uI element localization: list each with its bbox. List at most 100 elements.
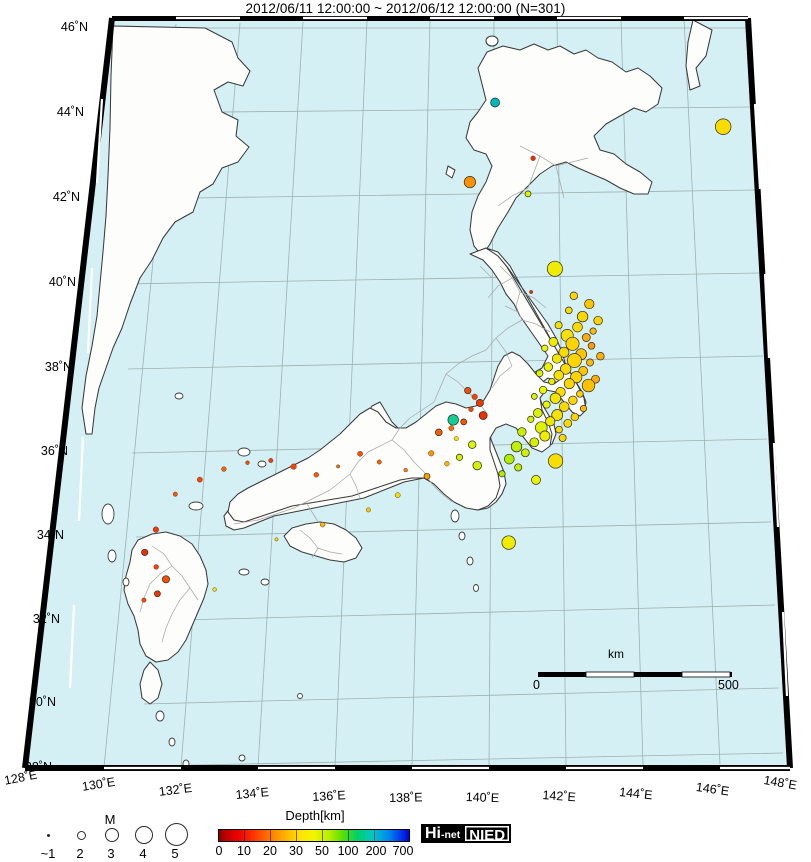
epicenter-marker[interactable] (548, 337, 559, 347)
epicenter-marker[interactable] (578, 366, 589, 376)
epicenter-marker[interactable] (212, 587, 217, 592)
epicenter-marker[interactable] (520, 448, 530, 458)
epicenter-marker[interactable] (529, 437, 540, 448)
epicenter-marker[interactable] (365, 507, 371, 513)
epicenter-marker[interactable] (447, 414, 459, 426)
epicenter-marker[interactable] (554, 321, 563, 330)
epicenter-marker[interactable] (524, 190, 532, 198)
epicenter-marker[interactable] (290, 463, 297, 470)
epicenter-marker[interactable] (569, 291, 578, 300)
epicenter-marker[interactable] (498, 470, 506, 478)
epicenter-marker[interactable] (548, 453, 564, 469)
epicenter-marker[interactable] (464, 387, 472, 395)
epicenter-marker[interactable] (394, 492, 401, 499)
epicenter-marker[interactable] (357, 450, 363, 457)
epicenter-marker[interactable] (542, 400, 551, 409)
epicenter-marker[interactable] (576, 390, 584, 398)
epicenter-marker[interactable] (162, 575, 170, 584)
epicenter-marker[interactable] (471, 393, 478, 400)
epicenter-marker[interactable] (172, 491, 178, 497)
epicenter-marker[interactable] (141, 548, 149, 556)
epicenter-marker[interactable] (589, 327, 597, 335)
epicenter-marker[interactable] (517, 427, 527, 437)
epicenter-marker[interactable] (581, 378, 596, 393)
epicenter-marker[interactable] (529, 290, 533, 294)
epicenter-marker[interactable] (551, 409, 564, 421)
epicenter-marker[interactable] (535, 369, 544, 378)
epicenter-marker[interactable] (152, 526, 159, 533)
epicenter-marker[interactable] (572, 321, 583, 333)
epicenter-marker[interactable] (548, 378, 556, 386)
epicenter-marker[interactable] (221, 466, 227, 472)
epicenter-marker[interactable] (565, 306, 573, 315)
epicenter-marker[interactable] (468, 440, 477, 449)
epicenter-marker[interactable] (478, 411, 488, 420)
epicenter-marker[interactable] (581, 333, 591, 342)
epicenter-marker[interactable] (543, 362, 553, 372)
epicenter-marker[interactable] (558, 433, 567, 442)
epicenter-marker[interactable] (514, 463, 523, 472)
depth-colorbar[interactable] (218, 829, 410, 842)
epicenter-marker[interactable] (584, 298, 595, 310)
epicenter-marker[interactable] (336, 464, 340, 469)
epicenter-marker[interactable] (468, 406, 474, 412)
epicenter-marker[interactable] (539, 430, 551, 442)
epicenter-marker[interactable] (560, 363, 572, 375)
epicenter-marker[interactable] (313, 472, 319, 478)
epicenter-marker[interactable] (565, 336, 580, 351)
epicenter-marker[interactable] (532, 408, 543, 418)
seismicity-map[interactable] (0, 16, 811, 786)
epicenter-marker[interactable] (463, 176, 476, 189)
epicenter-marker[interactable] (141, 597, 147, 603)
epicenter-marker[interactable] (579, 404, 588, 413)
map-canvas[interactable]: 46˚N 44˚N 42˚N 40˚N 38˚N 36˚N 34˚N 32˚N … (0, 16, 811, 805)
epicenter-marker[interactable] (568, 395, 578, 405)
epicenter-marker[interactable] (435, 428, 443, 437)
epicenter-marker[interactable] (460, 418, 468, 426)
epicenter-marker[interactable] (444, 461, 450, 467)
epicenter-marker[interactable] (154, 590, 161, 598)
epicenter-marker[interactable] (530, 393, 538, 400)
epicenter-marker[interactable] (546, 260, 563, 277)
epicenter-marker[interactable] (570, 412, 579, 422)
epicenter-marker[interactable] (455, 453, 464, 461)
epicenter-marker[interactable] (541, 344, 549, 352)
epicenter-marker[interactable] (576, 310, 589, 323)
epicenter-marker[interactable] (453, 436, 459, 441)
epicenter-marker[interactable] (558, 401, 570, 412)
epicenter-marker[interactable] (153, 564, 159, 570)
epicenter-marker[interactable] (593, 315, 603, 326)
epicenter-marker[interactable] (555, 425, 563, 434)
epicenter-marker[interactable] (527, 415, 535, 423)
epicenter-marker[interactable] (553, 370, 565, 381)
epicenter-marker[interactable] (715, 118, 732, 135)
epicenter-marker[interactable] (245, 460, 250, 465)
epicenter-marker[interactable] (403, 468, 408, 473)
epicenter-marker[interactable] (268, 458, 274, 463)
epicenter-marker[interactable] (587, 342, 596, 350)
epicenter-marker[interactable] (196, 476, 203, 483)
epicenter-marker[interactable] (563, 378, 575, 390)
epicenter-marker[interactable] (545, 416, 556, 427)
epicenter-marker[interactable] (530, 155, 536, 161)
epicenter-marker[interactable] (501, 535, 516, 550)
epicenter-marker[interactable] (549, 392, 562, 404)
epicenter-marker[interactable] (538, 385, 548, 395)
epicenter-marker[interactable] (448, 425, 455, 432)
epicenter-marker[interactable] (376, 459, 382, 465)
epicenter-marker[interactable] (586, 358, 594, 367)
epicenter-marker[interactable] (531, 475, 541, 485)
epicenter-marker[interactable] (567, 353, 582, 368)
epicenter-marker[interactable] (274, 537, 279, 542)
epicenter-marker[interactable] (504, 453, 515, 465)
epicenter-marker[interactable] (563, 418, 573, 428)
epicenter-marker[interactable] (423, 472, 431, 480)
epicenter-marker[interactable] (428, 450, 435, 457)
epicenter-marker[interactable] (558, 346, 570, 358)
epicenter-layer[interactable] (141, 97, 732, 603)
epicenter-marker[interactable] (472, 460, 482, 471)
epicenter-marker[interactable] (596, 352, 605, 361)
epicenter-marker[interactable] (320, 522, 326, 528)
epicenter-marker[interactable] (490, 97, 500, 108)
epicenter-marker[interactable] (551, 353, 563, 364)
